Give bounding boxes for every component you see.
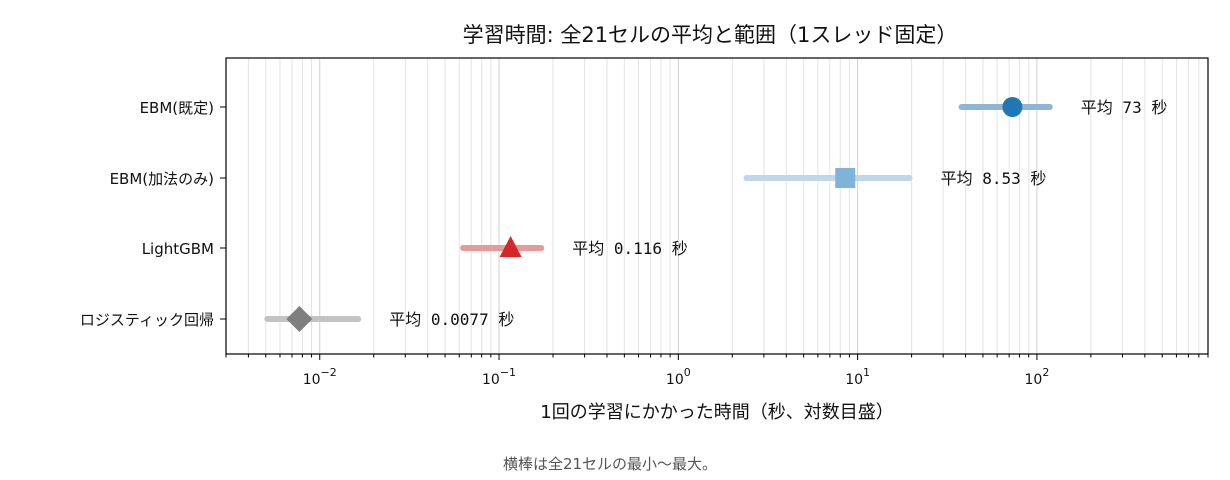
grid [225, 58, 1209, 354]
mean-marker-triangle [499, 236, 522, 257]
mean-label: 平均 8.53 秒 [941, 169, 1047, 188]
mean-marker-square [835, 168, 856, 188]
y-tick-label: LightGBM [142, 240, 214, 258]
x-tick-label: 102 [1024, 366, 1049, 388]
x-axis-label: 1回の学習にかかった時間（秒、対数目盛） [540, 402, 893, 423]
x-tick-label: 10−1 [482, 366, 516, 388]
x-axis: 10−2 10−1 100 101 102 [225, 354, 1209, 388]
mean-labels: 平均 73 秒平均 8.53 秒平均 0.116 秒平均 0.0077 秒 [389, 98, 1167, 329]
caption: 横棒は全21セルの最小〜最大。 [503, 455, 717, 473]
mean-label: 平均 0.116 秒 [572, 239, 687, 258]
mean-marker-circle [1002, 97, 1023, 117]
mean-label: 平均 73 秒 [1081, 98, 1168, 117]
y-tick-label: ロジスティック回帰 [80, 311, 214, 329]
y-tick-label: EBM(既定) [140, 99, 214, 117]
mean-marker-diamond [286, 306, 313, 332]
x-tick-label: 10−2 [303, 366, 337, 388]
x-tick-label: 100 [666, 366, 691, 388]
mean-label: 平均 0.0077 秒 [389, 310, 514, 329]
plot-frame [225, 57, 1209, 355]
x-tick-label: 101 [845, 366, 870, 388]
mean-markers [286, 97, 1023, 332]
y-axis: EBM(既定) EBM(加法のみ) LightGBM ロジスティック回帰 [80, 99, 226, 329]
chart-title: 学習時間: 全21セルの平均と範囲（1スレッド固定） [463, 23, 958, 47]
y-tick-label: EBM(加法のみ) [110, 170, 214, 188]
range-bars [264, 104, 1053, 322]
